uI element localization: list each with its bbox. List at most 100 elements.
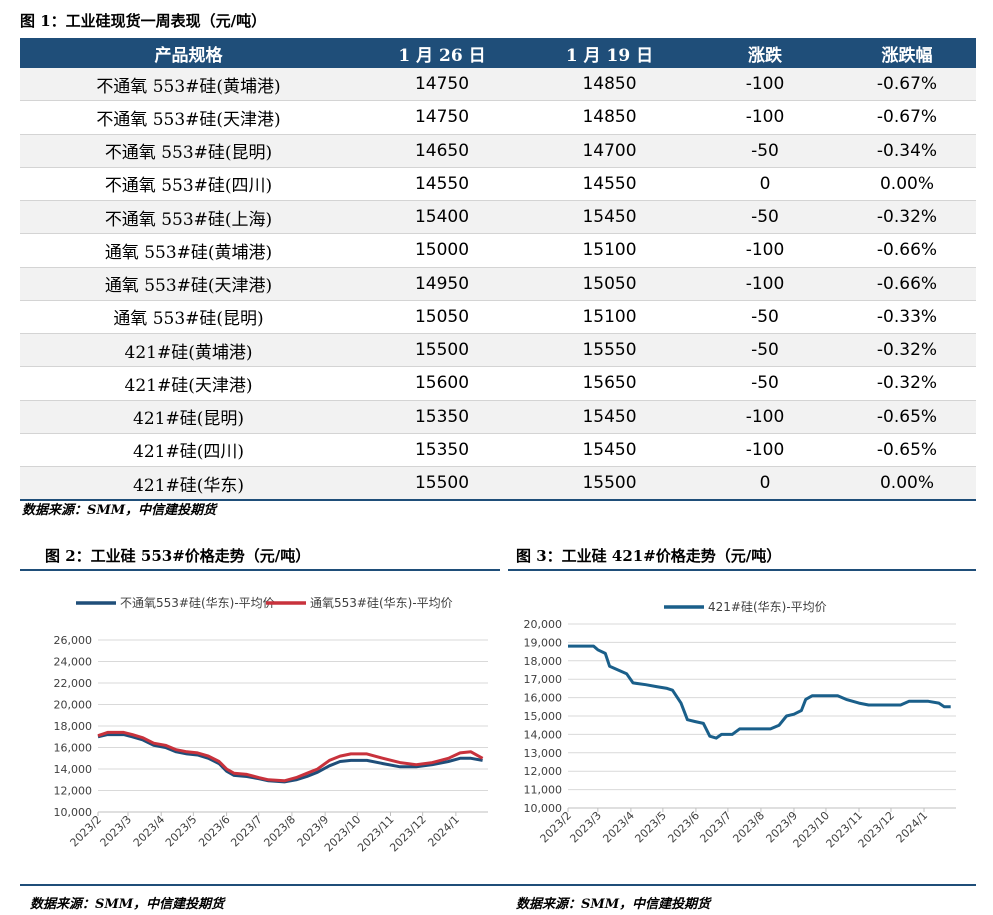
cell-product: 不通氧 553#硅(昆明) xyxy=(20,134,357,168)
table-header-row: 产品规格 1 月 26 日 1 月 19 日 涨跌 涨跌幅 xyxy=(20,38,976,68)
x-tick-label: 2023/3 xyxy=(98,813,135,850)
chart2-svg: 10,000 12,000 14,000 16,000 18,000 20,000 22,0… xyxy=(54,596,488,854)
series-line-1 xyxy=(568,644,951,740)
cell-product: 421#硅(昆明) xyxy=(20,400,357,434)
cell-jan26: 15500 xyxy=(357,333,527,368)
x-tick-label: 2023/8 xyxy=(730,809,767,846)
x-tick-label: 2023/7 xyxy=(228,813,265,850)
y-tick-label: 16,000 xyxy=(524,692,563,705)
cell-jan19: 15450 xyxy=(527,200,692,235)
cell-change-pct: -0.32% xyxy=(838,366,976,401)
x-tick-label: 2023/4 xyxy=(600,809,637,846)
x-tick-label: 2023/8 xyxy=(261,813,298,850)
cell-change-pct: -0.66% xyxy=(838,267,976,301)
source-note-2: 数据来源：SMM，中信建投期货 xyxy=(30,897,225,912)
header-change-pct: 涨跌幅 xyxy=(838,38,976,68)
cell-change: -100 xyxy=(692,233,838,268)
x-tick-label: 2023/6 xyxy=(665,809,702,846)
cell-change-pct: -0.66% xyxy=(838,233,976,268)
chart2-caption: 图 2：工业硅 553#价格走势（元/吨） xyxy=(45,547,311,565)
cell-product: 421#硅(黄埔港) xyxy=(20,333,357,368)
price-table: 产品规格 1 月 26 日 1 月 19 日 涨跌 涨跌幅 不通氧 553#硅(… xyxy=(20,38,976,502)
cell-change-pct: -0.65% xyxy=(838,433,976,468)
cell-product: 不通氧 553#硅(黄埔港) xyxy=(20,68,357,102)
y-tick-label: 11,000 xyxy=(524,784,563,797)
table-caption: 图 1：工业硅现货一周表现（元/吨） xyxy=(20,12,267,30)
table-row: 不通氧 553#硅(昆明) 14650 14700 -50 -0.34% xyxy=(20,134,976,168)
x-tick-label: 2023/4 xyxy=(131,813,168,850)
cell-change: -50 xyxy=(692,333,838,368)
cell-jan26: 15600 xyxy=(357,366,527,401)
cell-product: 不通氧 553#硅(上海) xyxy=(20,200,357,235)
cell-change: -100 xyxy=(692,433,838,468)
cell-product: 通氧 553#硅(天津港) xyxy=(20,267,357,301)
cell-jan26: 15500 xyxy=(357,466,527,502)
cell-jan19: 14550 xyxy=(527,167,692,202)
cell-jan19: 14700 xyxy=(527,134,692,168)
cell-change: -100 xyxy=(692,100,838,135)
cell-change-pct: 0.00% xyxy=(838,167,976,202)
table-row: 421#硅(华东) 15500 15500 0 0.00% xyxy=(20,466,976,502)
y-tick-label: 24,000 xyxy=(54,656,93,669)
table-body: 不通氧 553#硅(黄埔港) 14750 14850 -100 -0.67% 不通氧 55… xyxy=(20,68,976,502)
cell-jan26: 15000 xyxy=(357,233,527,268)
source-note-3: 数据来源：SMM，中信建投期货 xyxy=(516,897,711,912)
x-tick-label: 2023/5 xyxy=(163,813,200,850)
y-tick-label: 14,000 xyxy=(54,763,93,776)
chart3-caption: 图 3：工业硅 421#价格走势（元/吨） xyxy=(516,547,782,565)
cell-jan26: 15050 xyxy=(357,300,527,335)
header-product: 产品规格 xyxy=(20,38,357,68)
cell-change-pct: -0.34% xyxy=(838,134,976,168)
x-tick-label: 2023/6 xyxy=(196,813,233,850)
cell-change-pct: -0.32% xyxy=(838,333,976,368)
cell-jan26: 14950 xyxy=(357,267,527,301)
cell-jan19: 15450 xyxy=(527,400,692,434)
cell-jan26: 14750 xyxy=(357,100,527,135)
cell-product: 421#硅(天津港) xyxy=(20,366,357,401)
x-tick-label: 2024/1 xyxy=(425,813,462,850)
y-tick-label: 12,000 xyxy=(524,765,563,778)
cell-jan26: 15400 xyxy=(357,200,527,235)
y-tick-label: 20,000 xyxy=(54,699,93,712)
x-tick-label: 2023/3 xyxy=(567,809,604,846)
cell-change: 0 xyxy=(692,167,838,202)
cell-product: 不通氧 553#硅(四川) xyxy=(20,167,357,202)
cell-change: -100 xyxy=(692,267,838,301)
cell-product: 421#硅(四川) xyxy=(20,433,357,468)
cell-change: -100 xyxy=(692,68,838,102)
table-row: 通氧 553#硅(昆明) 15050 15100 -50 -0.33% xyxy=(20,300,976,335)
table-row: 不通氧 553#硅(四川) 14550 14550 0 0.00% xyxy=(20,167,976,202)
bottom-rule xyxy=(20,884,976,886)
cell-change-pct: 0.00% xyxy=(838,466,976,502)
cell-jan19: 15650 xyxy=(527,366,692,401)
y-tick-label: 12,000 xyxy=(54,785,93,798)
cell-change: 0 xyxy=(692,466,838,502)
legend-label-1: 不通氧553#硅(华东)-平均价 xyxy=(120,596,275,610)
series-line-2 xyxy=(97,730,484,783)
cell-change-pct: -0.32% xyxy=(838,200,976,235)
table-row: 421#硅(四川) 15350 15450 -100 -0.65% xyxy=(20,433,976,468)
cell-product: 通氧 553#硅(昆明) xyxy=(20,300,357,335)
chart3-top-rule xyxy=(508,569,976,571)
cell-change: -50 xyxy=(692,200,838,235)
cell-change: -100 xyxy=(692,400,838,434)
y-tick-label: 18,000 xyxy=(54,720,93,733)
table-row: 不通氧 553#硅(天津港) 14750 14850 -100 -0.67% xyxy=(20,100,976,135)
cell-change: -50 xyxy=(692,134,838,168)
y-tick-label: 26,000 xyxy=(54,634,93,647)
table-row: 通氧 553#硅(黄埔港) 15000 15100 -100 -0.66% xyxy=(20,233,976,268)
legend-label-2: 通氧553#硅(华东)-平均价 xyxy=(310,596,453,610)
cell-jan19: 15100 xyxy=(527,300,692,335)
y-tick-label: 10,000 xyxy=(524,802,563,815)
y-tick-label: 14,000 xyxy=(524,728,563,741)
chart2-top-rule xyxy=(20,569,500,571)
cell-product: 通氧 553#硅(黄埔港) xyxy=(20,233,357,268)
y-tick-label: 19,000 xyxy=(524,636,563,649)
table-row: 不通氧 553#硅(上海) 15400 15450 -50 -0.32% xyxy=(20,200,976,235)
cell-jan19: 14850 xyxy=(527,100,692,135)
cell-change-pct: -0.33% xyxy=(838,300,976,335)
cell-jan19: 15050 xyxy=(527,267,692,301)
y-tick-label: 18,000 xyxy=(524,655,563,668)
y-tick-label: 22,000 xyxy=(54,677,93,690)
cell-change-pct: -0.67% xyxy=(838,100,976,135)
